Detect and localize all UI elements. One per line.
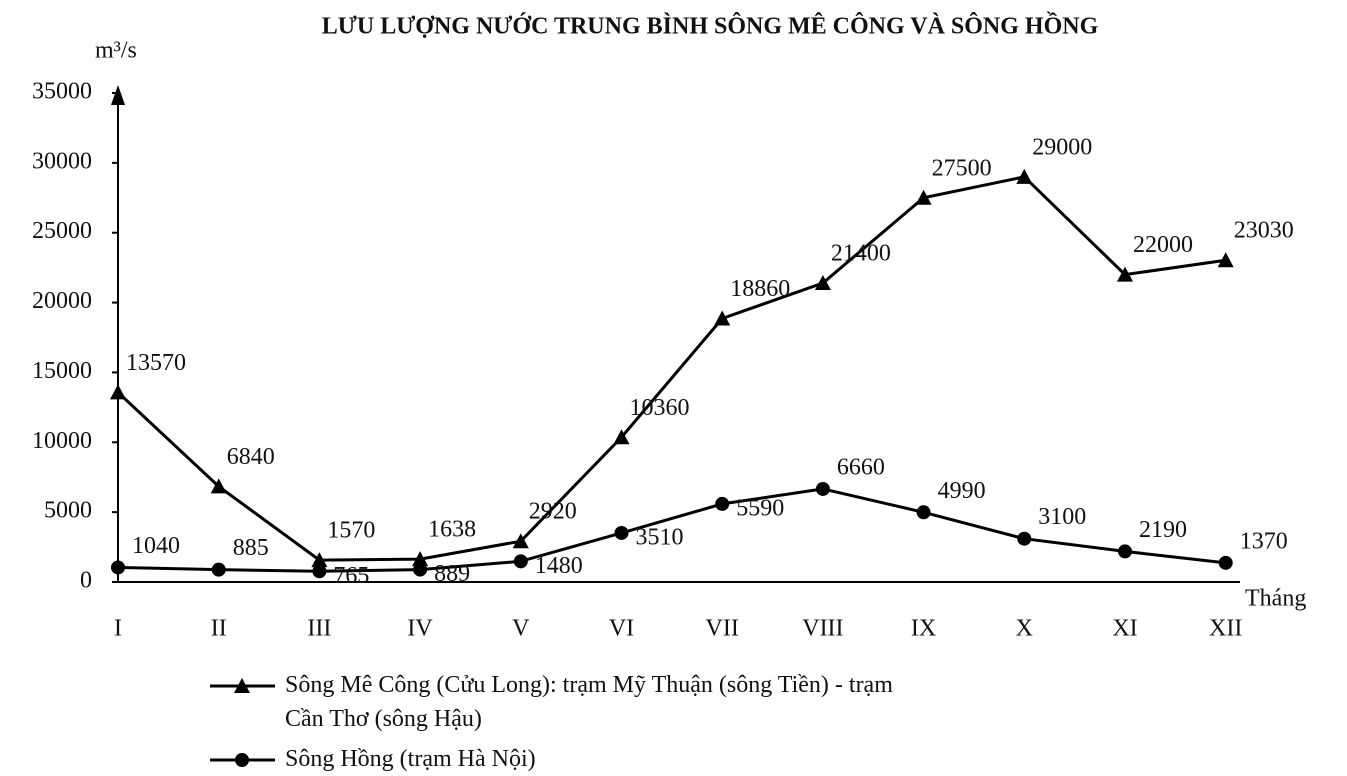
- data-label: 6840: [227, 444, 275, 470]
- data-point: [1117, 266, 1133, 282]
- data-point: [714, 310, 731, 326]
- data-label: 29000: [1032, 134, 1092, 160]
- data-label: 13570: [126, 350, 186, 376]
- data-point: [715, 496, 730, 511]
- data-label: 27500: [932, 155, 992, 181]
- series-line: [117, 487, 1226, 573]
- data-point: [916, 505, 931, 520]
- data-point: [814, 275, 831, 291]
- data-point: [311, 552, 328, 568]
- x-tick-label: III: [307, 616, 331, 642]
- data-label: 885: [233, 535, 269, 561]
- x-tick-label: XI: [1112, 616, 1137, 642]
- data-point: [110, 384, 126, 400]
- data-label: 18860: [730, 276, 790, 302]
- data-point: [513, 554, 528, 569]
- x-tick-label: II: [211, 616, 227, 642]
- x-tick-label: X: [1016, 616, 1033, 642]
- legend-marker: [235, 753, 249, 767]
- legend-label: Sông Mê Công (Cửu Long): trạm Mỹ Thuận (…: [285, 672, 893, 732]
- data-point: [412, 551, 429, 567]
- x-tick-label: IX: [911, 616, 936, 642]
- data-label: 1370: [1240, 528, 1288, 554]
- y-tick-label: 30000: [32, 148, 92, 174]
- x-tick-label: VI: [609, 616, 634, 642]
- data-label: 1040: [132, 533, 180, 559]
- data-label: 4990: [938, 478, 986, 504]
- data-point: [915, 189, 932, 205]
- data-label: 889: [434, 561, 470, 587]
- legend-label: Sông Hồng (trạm Hà Nội): [285, 746, 536, 772]
- data-point: [312, 564, 327, 579]
- data-label: 6660: [837, 454, 885, 480]
- data-point: [512, 533, 529, 549]
- data-point: [1118, 544, 1132, 559]
- y-tick-label: 15000: [32, 358, 92, 384]
- x-tick-label: VII: [706, 616, 739, 642]
- data-point: [1016, 168, 1033, 184]
- data-point: [815, 481, 830, 496]
- data-label: 3510: [636, 524, 684, 550]
- x-tick-label: IV: [407, 616, 433, 642]
- legend-marker: [234, 678, 250, 693]
- series-line: [116, 175, 1226, 562]
- chart-title: LƯU LƯỢNG NƯỚC TRUNG BÌNH SÔNG MÊ CÔNG V…: [322, 13, 1099, 40]
- data-label: 2190: [1139, 517, 1187, 543]
- x-tick-label: XII: [1209, 616, 1242, 642]
- data-label: 1480: [535, 553, 583, 579]
- data-point: [613, 429, 630, 445]
- data-label: 10360: [630, 395, 690, 421]
- data-label: 765: [333, 563, 369, 589]
- y-tick-label: 5000: [44, 498, 92, 524]
- data-point: [413, 562, 428, 577]
- x-tick-label: VIII: [802, 616, 843, 642]
- y-axis-label: m³/s: [95, 38, 137, 64]
- data-point: [210, 478, 227, 494]
- data-label: 23030: [1234, 218, 1294, 244]
- data-point: [1218, 555, 1233, 570]
- data-label: 2920: [529, 499, 577, 525]
- data-point: [1217, 252, 1234, 268]
- data-label: 3100: [1038, 504, 1086, 530]
- y-tick-label: 0: [80, 568, 92, 594]
- data-point: [111, 560, 125, 575]
- y-axis-arrow: [111, 85, 125, 105]
- data-label: 21400: [831, 241, 891, 267]
- y-tick-label: 35000: [32, 79, 92, 105]
- x-tick-label: I: [114, 616, 122, 642]
- data-label: 1638: [428, 517, 476, 543]
- y-tick-label: 10000: [32, 428, 92, 454]
- x-axis-label: Tháng: [1245, 586, 1306, 612]
- data-label: 5590: [736, 495, 784, 521]
- data-point: [211, 562, 226, 577]
- y-tick-label: 20000: [32, 288, 92, 314]
- data-point: [1017, 531, 1032, 546]
- data-label: 1570: [327, 518, 375, 544]
- data-label: 22000: [1133, 232, 1193, 258]
- x-tick-label: V: [512, 616, 530, 642]
- data-point: [614, 525, 629, 540]
- y-tick-label: 25000: [32, 218, 92, 244]
